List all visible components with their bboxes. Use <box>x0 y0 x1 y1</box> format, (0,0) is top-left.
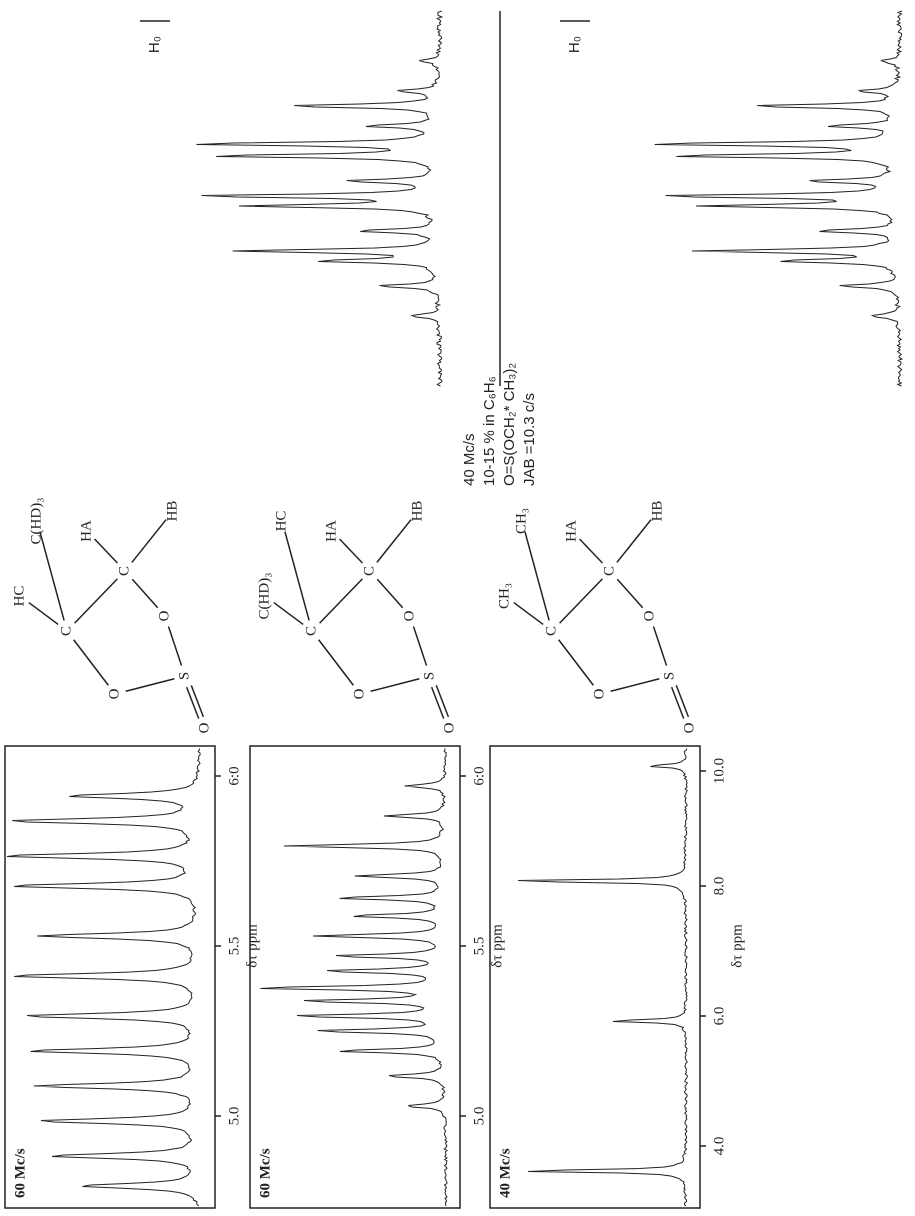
atom-label: HC <box>11 586 27 607</box>
spectrum-trace <box>7 749 200 1207</box>
bond <box>285 532 309 621</box>
bond <box>320 579 363 623</box>
note-line: O=S(OCH₂* CH₃)₂ <box>501 363 518 486</box>
bond <box>514 603 543 625</box>
atom-label: HB <box>649 501 665 522</box>
bond <box>74 640 109 686</box>
panel-label: 40 Mc/s <box>497 1148 513 1198</box>
tick-label: 6:0 <box>226 766 242 785</box>
tick-label: 8.0 <box>711 877 727 896</box>
tick-label: 5.0 <box>471 1107 487 1126</box>
bond <box>168 626 181 665</box>
spectrum-trace <box>197 11 443 386</box>
atom-label: O <box>441 722 457 733</box>
atom-label: C <box>58 626 74 636</box>
tick-label: 4.0 <box>711 1137 727 1156</box>
bond <box>653 626 666 665</box>
bond <box>580 539 603 563</box>
note-line: 10-15 % in C₆H₆ <box>481 376 498 486</box>
atom-label: C <box>116 566 132 576</box>
atom-label: HC <box>273 511 289 532</box>
tick-label: 5.5 <box>471 937 487 956</box>
tick-label: 5.5 <box>226 937 242 956</box>
axis-label: δτ ppm <box>729 924 745 968</box>
bond <box>617 520 651 563</box>
bond <box>436 685 448 716</box>
bond <box>611 679 660 692</box>
atom-label: O <box>401 610 417 621</box>
bond <box>413 626 426 665</box>
spectrum-box <box>250 746 460 1208</box>
tick-label: 10.0 <box>711 758 727 784</box>
bond <box>319 640 354 686</box>
atom-label: O <box>351 688 367 699</box>
axis-label: δτ ppm <box>244 924 260 968</box>
atom-label: O <box>641 610 657 621</box>
atom-label: CH₃ <box>513 508 529 534</box>
bond <box>95 539 118 563</box>
atom-label: HA <box>563 520 579 542</box>
rotated-figure: 60 Mc/s 5.0 5.5 6:0 δτ ppm 60 Mc/s 5.0 5.5 6:0 δτ… <box>5 11 902 1208</box>
tick-label: 6:0 <box>471 766 487 785</box>
atom-label: C(HD)₃ <box>28 498 44 545</box>
bond <box>75 579 118 623</box>
bond <box>617 579 642 608</box>
atom-label: C <box>361 566 377 576</box>
bond <box>126 679 175 692</box>
atom-label: O <box>591 688 607 699</box>
atom-label: C <box>601 566 617 576</box>
bond <box>274 603 303 625</box>
bond <box>560 579 603 623</box>
bond <box>340 539 363 563</box>
atom-label: S <box>176 672 192 680</box>
tick-label: 6.0 <box>711 1007 727 1026</box>
tick-label: 5.0 <box>226 1107 242 1126</box>
spectrum-box <box>490 746 700 1208</box>
bond <box>29 603 58 625</box>
bond <box>676 685 688 716</box>
atom-label: HA <box>323 520 339 542</box>
page: 60 Mc/s 5.0 5.5 6:0 δτ ppm 60 Mc/s 5.0 5.5 6:0 δτ… <box>0 0 915 1216</box>
atom-label: O <box>156 610 172 621</box>
bond <box>371 679 420 692</box>
bond <box>191 685 203 716</box>
bond <box>559 640 594 686</box>
spectrum-trace <box>518 749 687 1207</box>
atom-label: C <box>543 626 559 636</box>
note-line: JAB =10.3 c/s <box>521 393 538 486</box>
field-label: H₀ <box>566 36 583 53</box>
bond <box>132 579 157 608</box>
bond <box>377 520 411 563</box>
field-label: H₀ <box>146 36 163 53</box>
atom-label: O <box>681 722 697 733</box>
panel-label: 60 Mc/s <box>257 1148 273 1198</box>
atom-label: HB <box>164 501 180 522</box>
bond <box>377 579 402 608</box>
note-line: 40 Mc/s <box>461 433 478 486</box>
bond <box>187 687 199 718</box>
bond <box>672 687 684 718</box>
atom-label: C(HD)₃ <box>256 573 272 620</box>
panel-label: 60 Mc/s <box>12 1148 28 1198</box>
atom-label: S <box>421 672 437 680</box>
atom-label: CH₃ <box>496 583 512 609</box>
bond <box>525 532 549 621</box>
atom-label: C <box>303 626 319 636</box>
bond <box>432 687 444 718</box>
axis-label: δτ ppm <box>489 924 505 968</box>
atom-label: HA <box>78 520 94 542</box>
bond <box>132 520 166 563</box>
atom-label: O <box>196 722 212 733</box>
spectrum-trace <box>260 749 447 1207</box>
spectrum-trace <box>655 11 902 386</box>
atom-label: O <box>106 688 122 699</box>
atom-label: HB <box>409 501 425 522</box>
atom-label: S <box>661 672 677 680</box>
